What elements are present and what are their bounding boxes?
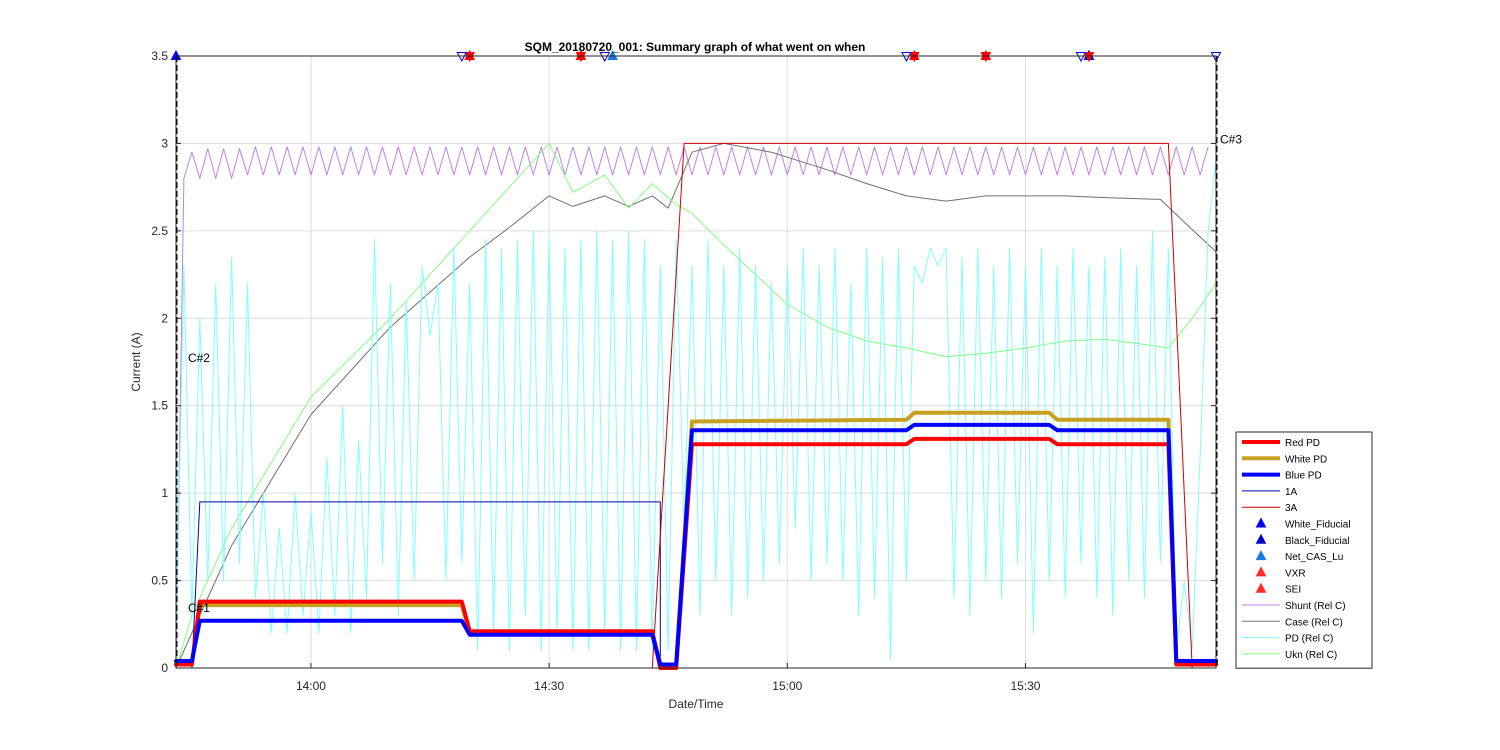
x-tick-label: 15:30 <box>1010 679 1040 693</box>
event-marker-net-cas-lu <box>607 49 618 60</box>
y-tick-label: 2 <box>161 311 168 325</box>
annotation-label: C#1 <box>188 601 210 615</box>
x-tick-label: 14:30 <box>534 679 564 693</box>
x-tick-label: 14:00 <box>296 679 326 693</box>
legend-label-1a: 1A <box>1285 487 1298 498</box>
legend-label-white-fiducial: White_Fiducial <box>1285 520 1351 531</box>
event-marker-sei <box>1083 52 1095 63</box>
legend-label-net-cas-lu: Net_CAS_Lu <box>1285 552 1343 563</box>
y-tick-label: 1.5 <box>151 399 168 413</box>
legend-label-shunt-rel-c: Shunt (Rel C) <box>1285 601 1346 612</box>
series-line-ukn-rel-c <box>175 142 1217 669</box>
legend-label-black-fiducial: Black_Fiducial <box>1285 536 1349 547</box>
legend: Red PD White PD Blue PD 1A 3A White_Fiducial B… <box>1235 431 1373 669</box>
legend-symbol-sei <box>1255 582 1267 593</box>
annotation-label: C#3 <box>1220 132 1242 146</box>
x-axis-label: Date/Time <box>669 697 724 711</box>
event-marker-sei <box>980 52 992 63</box>
series-line-blue-pd <box>174 422 1218 667</box>
legend-symbol-white-fiducial <box>1255 517 1267 528</box>
legend-label-ukn-rel-c: Ukn (Rel C) <box>1285 650 1337 661</box>
legend-label-3a: 3A <box>1285 503 1298 514</box>
series-line-case-rel-c <box>175 142 1217 669</box>
y-tick-label: 3 <box>161 136 168 150</box>
plot-area-frame <box>175 55 1217 669</box>
series-line-pd-rel-c <box>175 160 1217 660</box>
legend-symbol-black-fiducial <box>1255 533 1267 544</box>
legend-symbol-vxr <box>1255 566 1267 577</box>
legend-label-blue-pd: Blue PD <box>1285 471 1322 482</box>
y-tick-label: 1 <box>161 486 168 500</box>
event-marker-unlabeled <box>1075 52 1087 63</box>
annotation-label: C#2 <box>188 351 210 365</box>
legend-label-red-pd: Red PD <box>1285 438 1320 449</box>
legend-label-white-pd: White PD <box>1285 454 1327 465</box>
legend-label-pd-rel-c: PD (Rel C) <box>1285 634 1333 645</box>
y-tick-label: 0 <box>161 661 168 675</box>
y-axis-label: Current (A) <box>129 332 143 391</box>
event-marker-unlabeled <box>1210 52 1222 63</box>
event-markers <box>170 49 1222 63</box>
y-tick-label: 3.5 <box>151 49 168 63</box>
event-marker-sei <box>464 52 476 63</box>
legend-label-case-rel-c: Case (Rel C) <box>1285 617 1343 628</box>
legend-symbol-net-cas-lu <box>1255 550 1267 561</box>
event-marker-unlabeled <box>456 52 468 63</box>
x-tick-label: 15:00 <box>772 679 802 693</box>
event-marker-sei <box>908 52 920 63</box>
annotations: C#1 C#2 C#3 <box>176 56 1242 668</box>
legend-label-vxr: VXR <box>1285 568 1306 579</box>
series-line-shunt-rel-c <box>175 146 1209 669</box>
event-marker-unlabeled <box>599 52 611 63</box>
event-marker-unlabeled <box>901 52 912 63</box>
chart-title: SQM_20180720_001: Summary graph of what … <box>525 40 866 54</box>
y-tick-label: 0.5 <box>151 574 168 588</box>
y-tick-label: 2.5 <box>151 224 168 238</box>
legend-label-sei: SEI <box>1285 585 1301 596</box>
axis-ticks: 0 0.5 1 1.5 2 2.5 3 3.5 14:00 14:30 15:00 15:30 <box>151 49 1216 693</box>
event-marker-sei <box>575 52 587 63</box>
legend-box <box>1235 431 1373 669</box>
